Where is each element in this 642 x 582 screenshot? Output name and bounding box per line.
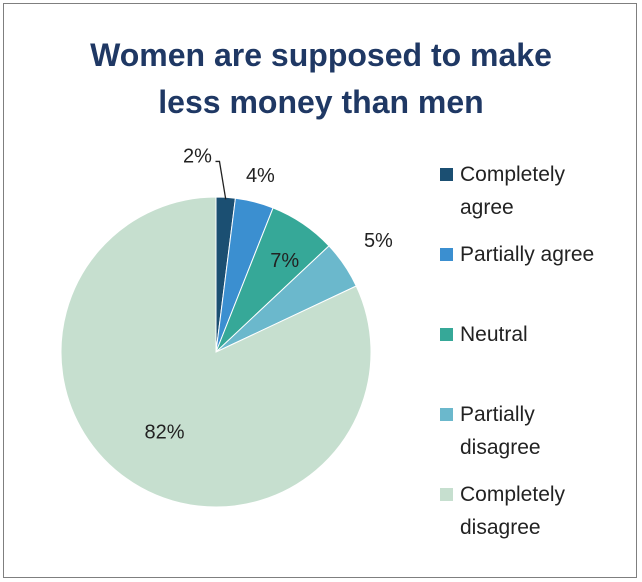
legend-label: Partially agree bbox=[460, 238, 635, 271]
data-label-completely-agree: 2% bbox=[183, 146, 212, 168]
legend-swatch bbox=[440, 248, 453, 261]
data-label-neutral: 7% bbox=[270, 250, 299, 272]
legend-label-line: Completely bbox=[460, 163, 566, 186]
legend-label: Neutral bbox=[460, 318, 635, 351]
legend-label-line: Completely bbox=[460, 483, 566, 506]
legend-swatch bbox=[440, 408, 453, 421]
legend-label-line: Partially bbox=[460, 403, 535, 426]
legend-label-line: disagree bbox=[460, 516, 541, 539]
legend-label-line: Neutral bbox=[460, 323, 528, 346]
legend-label-line: Partially agree bbox=[460, 243, 595, 266]
data-label-partially-disagree: 5% bbox=[364, 230, 393, 252]
chart-title-line-2: less money than men bbox=[158, 84, 484, 120]
legend-label: Completely agree bbox=[460, 158, 635, 224]
legend-label-line: disagree bbox=[460, 436, 541, 459]
legend-label: Completely disagree bbox=[460, 478, 635, 544]
chart-title: Women are supposed to make less money th… bbox=[4, 32, 638, 126]
chart-title-line-1: Women are supposed to make bbox=[90, 37, 552, 73]
leader-line bbox=[215, 160, 227, 200]
legend-swatch bbox=[440, 488, 453, 501]
pie-slice-completely-disagree bbox=[60, 196, 372, 508]
legend-label: Partially disagree bbox=[460, 398, 635, 464]
legend-label-line: agree bbox=[460, 196, 514, 219]
legend-swatch bbox=[440, 328, 453, 341]
data-label-completely-disagree: 82% bbox=[144, 421, 184, 443]
legend-swatch bbox=[440, 168, 453, 181]
data-label-partially-agree: 4% bbox=[246, 165, 275, 187]
